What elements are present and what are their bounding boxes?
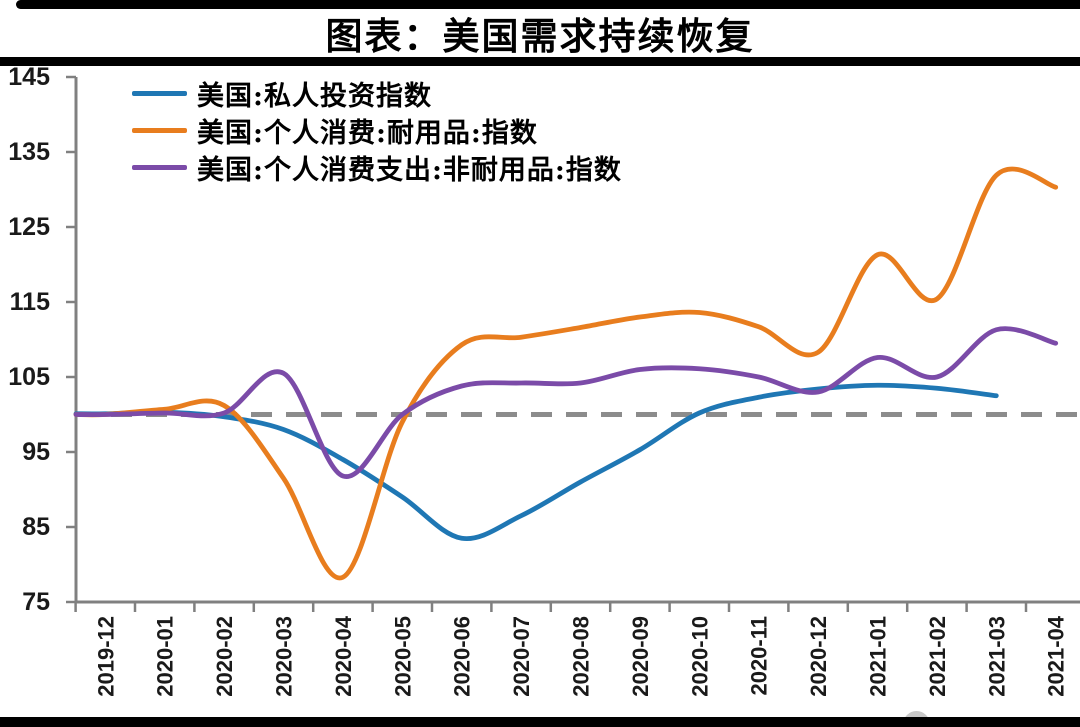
y-axis-label: 135	[8, 138, 50, 166]
y-axis-label: 145	[8, 63, 50, 91]
legend-line-swatch-blue	[132, 91, 187, 96]
x-axis-label: 2021-02	[925, 616, 950, 697]
x-axis-label: 2020-10	[687, 616, 712, 697]
x-axis-label: 2021-01	[866, 616, 891, 697]
page-title: 图表：美国需求持续恢复	[325, 14, 755, 58]
x-axis-label: 2021-04	[1044, 615, 1069, 697]
y-axis-label: 105	[8, 363, 50, 391]
x-axis-label: 2020-08	[569, 616, 594, 697]
y-axis-label: 95	[22, 438, 50, 466]
x-axis-label: 2020-04	[331, 615, 356, 697]
x-axis-label: 2020-05	[390, 616, 415, 697]
x-axis-label: 2020-02	[212, 616, 237, 697]
series-line-1	[73, 166, 1059, 581]
legend-item-durable-goods: 美国:个人消费:耐用品:指数	[132, 115, 622, 149]
legend-item-nondurable-goods: 美国:个人消费支出:非耐用品:指数	[132, 152, 622, 186]
x-axis-label: 2021-03	[984, 616, 1009, 697]
bottom-border-bar	[0, 717, 1080, 727]
legend-label: 美国:个人消费支出:非耐用品:指数	[197, 155, 622, 186]
x-axis-label: 2020-09	[628, 616, 653, 697]
top-border-bar	[16, 0, 1080, 9]
y-axis-label: 85	[22, 513, 50, 541]
legend-line-swatch-purple	[132, 165, 187, 170]
x-axis-label: 2020-03	[272, 616, 297, 697]
y-axis-label: 125	[8, 213, 50, 241]
series-line-0	[73, 382, 999, 542]
chart-legend: 美国:私人投资指数 美国:个人消费:耐用品:指数 美国:个人消费支出:非耐用品:…	[132, 78, 622, 186]
y-axis-label: 75	[22, 588, 50, 616]
x-axis-label: 2020-01	[153, 616, 178, 697]
title-area: 图表：美国需求持续恢复	[0, 9, 1080, 58]
legend-item-private-investment: 美国:私人投资指数	[132, 78, 622, 112]
legend-label: 美国:私人投资指数	[197, 81, 432, 112]
x-axis-label: 2020-11	[747, 616, 772, 696]
series-line-2	[73, 326, 1059, 479]
legend-line-swatch-orange	[132, 128, 187, 133]
y-axis-label: 115	[10, 288, 50, 316]
x-axis-label: 2019-12	[93, 616, 118, 697]
x-axis-label: 2020-12	[806, 616, 831, 697]
x-axis-label: 2020-07	[509, 616, 534, 697]
x-axis-label: 2020-06	[450, 616, 475, 697]
legend-label: 美国:个人消费:耐用品:指数	[197, 118, 538, 149]
title-divider-bar	[0, 57, 1080, 66]
